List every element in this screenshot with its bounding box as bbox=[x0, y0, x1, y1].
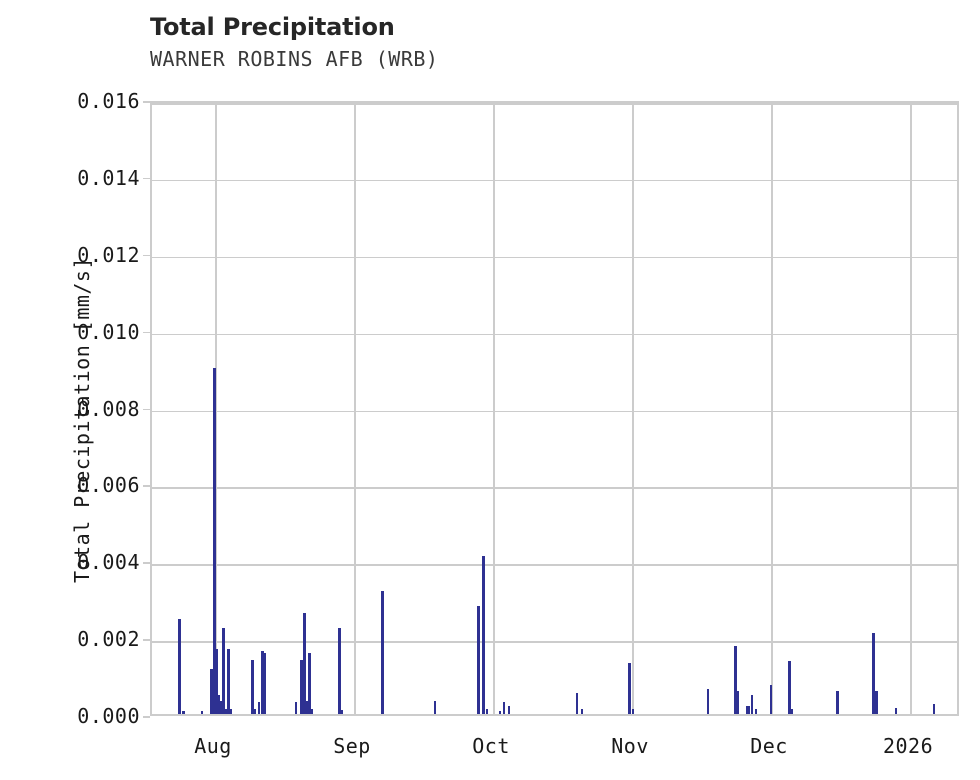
bar bbox=[200, 710, 203, 714]
bar bbox=[251, 660, 255, 714]
y-axis-tick-label: 0.012 bbox=[77, 242, 140, 267]
bar bbox=[178, 618, 182, 714]
bar bbox=[875, 690, 878, 714]
gridline-horizontal bbox=[152, 333, 957, 336]
y-axis-tick-label: 0.000 bbox=[77, 704, 140, 728]
x-axis-tick-label: Aug bbox=[194, 734, 232, 758]
y-axis-tick-label: 0.016 bbox=[77, 89, 140, 113]
bar bbox=[737, 690, 740, 714]
x-axis-tick-label: Dec bbox=[750, 734, 788, 758]
y-axis-tick-mark bbox=[143, 408, 150, 410]
bar bbox=[508, 706, 511, 714]
gridline-horizontal bbox=[152, 487, 957, 489]
bar bbox=[751, 694, 754, 714]
bar bbox=[499, 710, 502, 714]
bar bbox=[746, 706, 749, 714]
x-axis-tick-label: 2026 bbox=[882, 734, 934, 758]
y-axis-tick-label: 0.008 bbox=[77, 396, 140, 421]
bar bbox=[706, 689, 709, 714]
bar bbox=[222, 628, 226, 714]
y-axis-tick-mark bbox=[143, 639, 150, 641]
y-axis-tick-mark bbox=[143, 716, 150, 718]
bar bbox=[220, 700, 223, 714]
bar bbox=[341, 710, 344, 714]
x-axis-tick-label: Nov bbox=[611, 734, 649, 758]
gridline-horizontal bbox=[152, 641, 957, 643]
y-axis-tick-label: 0.002 bbox=[77, 627, 140, 652]
y-axis-tick-label: 0.014 bbox=[77, 165, 140, 190]
bar bbox=[227, 648, 231, 714]
bar bbox=[503, 702, 506, 714]
bar bbox=[734, 645, 738, 714]
bar bbox=[748, 705, 751, 714]
bar bbox=[575, 692, 578, 714]
y-axis-tick-mark bbox=[143, 254, 150, 257]
bar bbox=[209, 668, 213, 714]
bar bbox=[628, 662, 632, 714]
gridline-vertical bbox=[493, 103, 495, 714]
bar bbox=[300, 660, 304, 714]
bar bbox=[894, 708, 897, 714]
bar bbox=[254, 708, 257, 714]
gridline-horizontal bbox=[152, 410, 957, 412]
gridline-horizontal bbox=[152, 179, 957, 182]
gridline-vertical bbox=[910, 103, 912, 714]
x-axis-tick-label: Oct bbox=[472, 734, 510, 758]
y-axis-tick-label: 0.006 bbox=[77, 473, 140, 498]
y-axis-tick-mark bbox=[143, 177, 150, 180]
bar bbox=[264, 652, 267, 714]
gridline-horizontal bbox=[152, 256, 957, 259]
plot-area bbox=[150, 101, 959, 716]
bar bbox=[338, 627, 342, 714]
y-axis-tick-mark bbox=[143, 485, 150, 487]
title-block: Total Precipitation WARNER ROBINS AFB (W… bbox=[150, 13, 950, 72]
bar bbox=[477, 606, 481, 714]
bar bbox=[791, 709, 794, 714]
bar bbox=[295, 702, 298, 714]
bar bbox=[218, 695, 221, 714]
bar bbox=[308, 652, 312, 714]
bar bbox=[258, 702, 261, 714]
bar bbox=[632, 709, 635, 714]
x-axis-tick-label: Sep bbox=[333, 734, 371, 758]
bar bbox=[225, 709, 228, 714]
gridline-vertical bbox=[354, 103, 356, 714]
bar bbox=[381, 591, 384, 714]
bar bbox=[306, 700, 309, 714]
gridline-horizontal bbox=[152, 564, 957, 566]
bar bbox=[215, 648, 219, 714]
y-axis-tick-label: 0.010 bbox=[77, 319, 140, 344]
y-axis-tick-mark bbox=[143, 101, 150, 103]
bar bbox=[311, 709, 314, 714]
bar bbox=[788, 660, 792, 714]
gridline-vertical bbox=[632, 103, 634, 714]
y-axis-tick-mark bbox=[143, 331, 150, 334]
bar bbox=[303, 613, 307, 714]
bar bbox=[230, 709, 233, 714]
bar bbox=[433, 700, 436, 714]
bar bbox=[486, 709, 489, 714]
bar bbox=[261, 651, 265, 714]
y-axis-tick-mark bbox=[143, 562, 150, 564]
bar bbox=[182, 710, 185, 714]
bar bbox=[212, 368, 216, 714]
bar bbox=[482, 556, 486, 714]
chart-title: Total Precipitation bbox=[150, 13, 395, 41]
bar bbox=[770, 685, 773, 714]
bar bbox=[932, 704, 935, 714]
bar bbox=[872, 633, 876, 714]
y-axis-tick-label: 0.004 bbox=[77, 550, 140, 575]
chart-subtitle: WARNER ROBINS AFB (WRB) bbox=[150, 46, 439, 71]
bar bbox=[755, 709, 758, 714]
bar bbox=[580, 708, 583, 714]
bar bbox=[836, 690, 839, 714]
gridline-horizontal bbox=[152, 103, 957, 105]
gridline-vertical bbox=[771, 103, 773, 714]
